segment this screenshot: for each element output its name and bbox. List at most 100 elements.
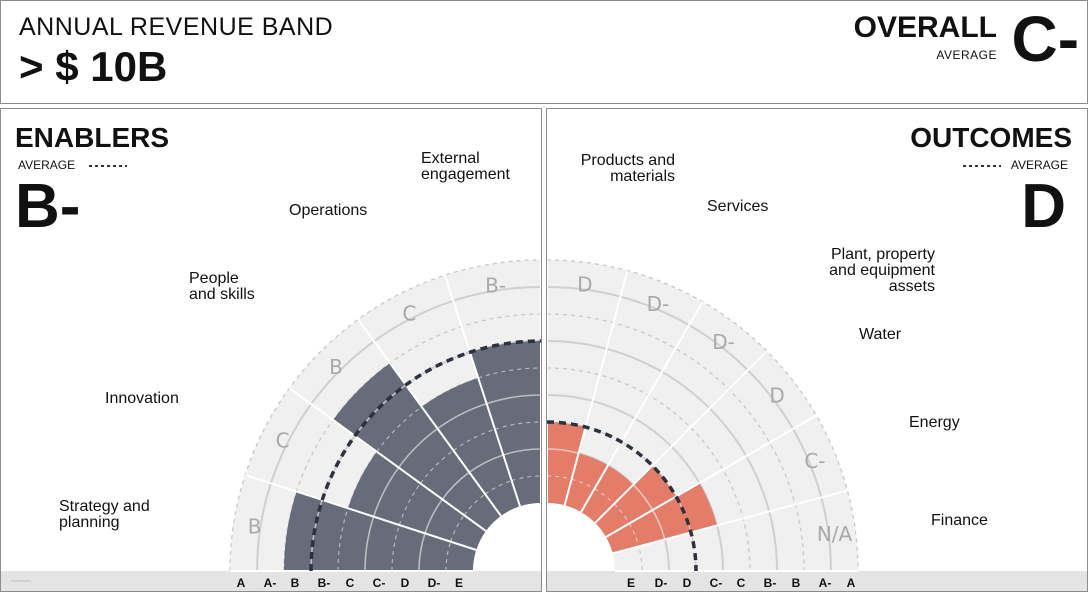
grade-label: C	[402, 302, 416, 326]
category-label: Water	[859, 326, 902, 343]
category-label: Services	[707, 198, 768, 215]
category-label: Finance	[931, 512, 988, 529]
axis-tick-label: D	[401, 576, 410, 590]
grade-label: B	[248, 515, 262, 539]
bar-grid-arc	[376, 406, 423, 453]
sector-divider	[605, 414, 817, 538]
bar-grid-arc	[418, 533, 426, 572]
grade-label: D-	[647, 292, 670, 316]
overall-label: OVERALL	[853, 11, 997, 44]
axis-tick-label: A-	[264, 576, 277, 590]
category-label: Innovation	[105, 390, 179, 407]
grade-label: N/A	[817, 522, 853, 546]
grid-arc	[256, 286, 541, 572]
bar-3	[595, 465, 677, 537]
grid-arc	[547, 367, 751, 572]
category-label: Plant, property and equipment assets	[829, 246, 935, 295]
sector-divider	[443, 274, 521, 507]
bar-grid-arc	[424, 498, 443, 534]
bar-grid-arc	[494, 421, 541, 430]
axis-tick-label: B	[291, 576, 300, 590]
sector-divider	[580, 301, 704, 513]
axis-tick-label: B-	[318, 576, 331, 590]
bar-grid-arc	[364, 516, 375, 572]
header-panel: ANNUAL REVENUE BAND > $ 10B OVERALL AVER…	[0, 0, 1088, 104]
bar-grid-arc	[398, 483, 421, 526]
axis-tick-label: A	[847, 576, 856, 590]
bar-grid-arc	[391, 524, 400, 572]
bar-grid-arc	[441, 471, 470, 500]
enablers-chart: B C B C B- Strategy and planning Innovation Peop…	[11, 122, 541, 590]
grade-label: B	[329, 355, 343, 379]
inner-hole	[473, 503, 541, 571]
enablers-axis-bar	[1, 571, 541, 591]
grade-label: D	[769, 383, 784, 407]
bar-grid-arc	[453, 428, 496, 451]
axis-tick-label: C-	[710, 576, 723, 590]
category-label: Products and materials	[581, 152, 675, 185]
axis-tick-label: B-	[764, 576, 777, 590]
average-label: AVERAGE	[18, 158, 75, 172]
sector-divider	[244, 473, 477, 551]
outcomes-chart: D D- D- D C- N/A Products and materials Services…	[547, 122, 1072, 590]
bar-3	[421, 377, 520, 516]
axis-tick-label: A	[237, 576, 246, 590]
bar-grid-arc	[503, 448, 541, 456]
bar-4	[469, 341, 541, 507]
bar-grid-arc	[337, 508, 349, 572]
bar-grid-arc	[437, 402, 487, 430]
panel-title: OUTCOMES	[910, 122, 1072, 153]
enablers-plot: B C B C B- Strategy and planning Innovation Peop…	[11, 122, 541, 590]
axis-tick-label: E	[627, 576, 635, 590]
average-grade: B-	[15, 172, 80, 241]
bar-2	[581, 465, 634, 523]
grade-label: C	[276, 428, 290, 452]
bar-grid-arc	[372, 467, 400, 517]
axis-tick-label: E	[455, 576, 463, 590]
grid-arc	[547, 259, 859, 572]
category-label: Operations	[289, 202, 367, 219]
panel-title: ENABLERS	[15, 122, 169, 153]
sector-divider	[357, 318, 502, 517]
axis-tick-label: A-	[819, 576, 832, 590]
sector-divider	[612, 489, 848, 555]
category-label: External engagement	[421, 150, 511, 183]
grid-arc	[229, 259, 541, 572]
bar-grid-arc	[420, 450, 454, 484]
sector-divider	[563, 270, 629, 506]
bar-grid-arc	[397, 427, 439, 469]
inner-hole	[547, 503, 615, 571]
axis-tick-label: D	[683, 576, 692, 590]
outcomes-plot: D D- D- D C- N/A Products and materials Services…	[547, 122, 1072, 590]
bar-0	[547, 422, 586, 506]
bar-1	[347, 451, 486, 550]
average-label: AVERAGE	[1011, 158, 1068, 172]
axis-tick-label: C	[346, 576, 355, 590]
average-arc	[309, 339, 541, 572]
axis-tick-label: C	[737, 576, 746, 590]
bar-grid-arc	[478, 367, 541, 379]
enablers-panel: B C B C B- Strategy and planning Innovation Peop…	[0, 108, 542, 592]
category-label: People and skills	[189, 270, 255, 303]
axis-tick-label: D-	[655, 576, 668, 590]
bar-4	[605, 483, 718, 554]
revenue-band-value: > $ 10B	[19, 43, 168, 90]
grade-label: B-	[485, 274, 506, 298]
average-grade: D	[1021, 172, 1066, 241]
axis-tick-label: B	[792, 576, 801, 590]
axis-tick-label: C-	[373, 576, 386, 590]
bar-0	[284, 491, 477, 571]
bar-grid-arc	[468, 454, 504, 473]
grade-label: D-	[712, 330, 735, 354]
axis-tick-label: D-	[428, 576, 441, 590]
category-label: Strategy and planning	[59, 498, 150, 531]
overall-grade: C-	[1011, 3, 1079, 75]
revenue-band-label: ANNUAL REVENUE BAND	[19, 13, 334, 41]
category-label: Energy	[909, 414, 960, 431]
outcomes-panel: D D- D- D C- N/A Products and materials Services…	[546, 108, 1088, 592]
grade-label: D	[577, 272, 592, 296]
overall-average-label: AVERAGE	[936, 48, 997, 62]
bar-grid-arc	[486, 394, 541, 405]
grade-label: C-	[804, 449, 825, 473]
outcomes-axis-bar	[547, 571, 1087, 591]
